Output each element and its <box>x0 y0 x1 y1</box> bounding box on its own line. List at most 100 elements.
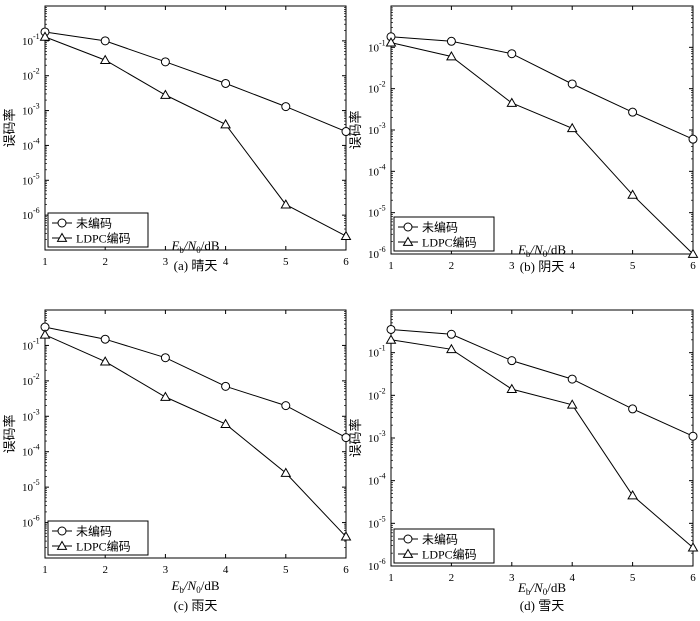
data-point-triangle <box>340 230 352 241</box>
x-tick-label: 3 <box>163 256 169 268</box>
y-tick-label: 10 <box>368 208 380 220</box>
data-point-triangle <box>385 334 397 344</box>
data-point-circle <box>567 79 577 89</box>
y-tick-exponent: -4 <box>379 162 386 171</box>
y-tick-exponent: -6 <box>33 206 40 215</box>
x-label-sub-b: b <box>526 249 531 259</box>
y-tick-label: 10 <box>22 106 34 118</box>
series-line-uncoded <box>390 329 694 437</box>
chart-panel-3: 1 2 3 4 5 610-110-210-310-410-510 -6误码率Eb/N0/d… <box>348 309 699 613</box>
legend-label: 未编码 <box>76 216 112 231</box>
y-axis-label: 误码率 <box>348 418 363 457</box>
series-line-ldpc <box>390 339 694 548</box>
y-tick-label: 10 <box>22 175 34 187</box>
y-tick-exponent: -4 <box>379 472 386 481</box>
y-tick-label: 10 <box>368 518 380 530</box>
data-point-circle <box>446 36 456 46</box>
x-tick-label: 3 <box>509 572 515 584</box>
data-point-circle <box>628 107 638 117</box>
legend-marker-triangle <box>402 236 414 246</box>
y-tick-label: 10 <box>368 125 380 137</box>
x-axis-label: Eb/N0/dB <box>517 242 566 259</box>
x-tick-label: 2 <box>449 260 455 272</box>
legend-label: 未编码 <box>76 524 112 539</box>
y-tick-label: 10 <box>22 71 34 83</box>
legend-marker-triangle <box>56 540 68 550</box>
data-point-triangle <box>687 248 699 258</box>
y-tick-label: 10 <box>22 340 34 352</box>
data-point-triangle <box>506 383 518 393</box>
legend-label: LDPC编码 <box>422 547 477 562</box>
y-tick-label: 10 <box>368 433 380 445</box>
data-point-triangle <box>566 399 578 409</box>
series-line-uncoded <box>44 31 347 133</box>
x-label-unit: /dB <box>547 580 566 595</box>
x-tick-label: 1 <box>388 572 394 584</box>
x-label-n: /N <box>529 242 544 257</box>
y-tick-exponent: -1 <box>33 336 40 345</box>
panel-caption: (d) 雪天 <box>520 598 564 613</box>
legend-marker-triangle <box>56 232 68 242</box>
x-tick-label: 4 <box>569 572 575 584</box>
y-tick-exponent: -5 <box>33 171 40 180</box>
data-point-triangle <box>99 356 111 366</box>
x-tick-label: 6 <box>690 260 696 272</box>
x-tick-label: 6 <box>343 256 349 268</box>
y-tick-exponent: -3 <box>33 407 40 416</box>
data-point-circle <box>628 404 638 414</box>
x-tick-label: 5 <box>283 256 289 268</box>
data-point-triangle <box>340 531 352 541</box>
data-point-triangle <box>687 542 699 552</box>
data-point-triangle <box>627 489 638 500</box>
x-tick-label: 5 <box>283 564 289 576</box>
chart-panel-0: 1 2 3 4 5 610-110-210-310-410-510 -6误码率Eb/N0/d… <box>2 5 352 273</box>
plot-frame <box>390 309 694 567</box>
y-tick-exponent: -1 <box>379 344 386 353</box>
y-tick-label: 10 <box>368 561 380 573</box>
y-tick-label: 10 <box>22 518 34 530</box>
data-point-circle <box>160 57 170 67</box>
x-label-e: E <box>517 580 526 595</box>
data-point-triangle <box>506 97 518 107</box>
y-axis-label: 误码率 <box>2 108 17 147</box>
x-label-sub-0: 0 <box>543 587 548 597</box>
x-tick-label: 1 <box>42 256 48 268</box>
y-tick-label: 10 <box>368 84 380 96</box>
legend-label: LDPC编码 <box>76 231 131 246</box>
legend-marker-circle <box>403 534 413 544</box>
y-tick-exponent: -4 <box>33 136 40 145</box>
y-tick-exponent: -6 <box>33 514 40 523</box>
y-tick-exponent: -6 <box>379 245 386 254</box>
y-tick-exponent: -6 <box>379 557 386 566</box>
x-tick-label: 4 <box>223 256 229 268</box>
x-tick-label: 3 <box>163 564 169 576</box>
x-label-sub-b: b <box>526 587 531 597</box>
legend-marker-triangle <box>402 548 414 558</box>
x-axis-label: Eb/N0/dB <box>170 238 219 255</box>
x-label-unit: /dB <box>201 238 220 253</box>
y-tick-label: 10 <box>22 36 34 48</box>
y-tick-label: 10 <box>368 42 380 54</box>
chart-panel-2: 1 2 3 4 5 610-110-210-310-410-510 -6误码率Eb/N0/d… <box>2 309 352 613</box>
x-tick-label: 4 <box>223 564 229 576</box>
panel-caption: (a) 晴天 <box>174 258 218 273</box>
data-point-circle <box>446 329 456 339</box>
data-point-circle <box>281 102 291 112</box>
data-point-triangle <box>446 343 457 354</box>
y-tick-exponent: -5 <box>379 514 386 523</box>
x-tick-label: 3 <box>509 260 515 272</box>
y-tick-label: 10 <box>22 482 34 494</box>
x-label-sub-b: b <box>179 245 184 255</box>
y-tick-exponent: -2 <box>379 80 386 89</box>
data-point-triangle <box>99 54 111 65</box>
y-tick-exponent: -2 <box>379 386 386 395</box>
x-tick-label: 4 <box>569 260 575 272</box>
y-tick-label: 10 <box>368 476 380 488</box>
y-tick-label: 10 <box>368 166 380 178</box>
x-tick-label: 5 <box>630 572 636 584</box>
legend-marker-circle <box>403 222 413 232</box>
y-tick-exponent: -5 <box>33 478 40 487</box>
data-point-circle <box>100 334 110 344</box>
